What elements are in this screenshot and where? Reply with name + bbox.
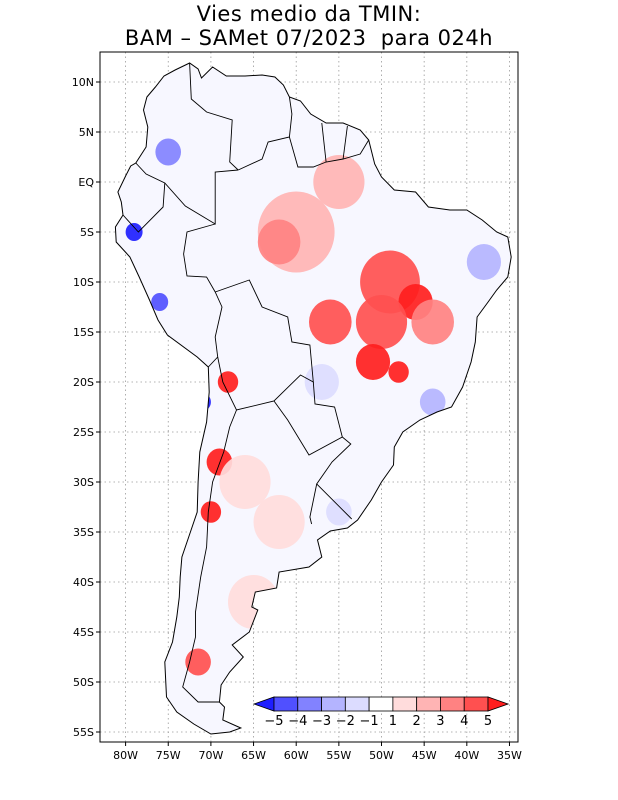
y-tick-label: 10N [72,76,94,89]
colorbar-label: 3 [436,714,444,729]
y-tick-label: 20S [73,376,94,389]
x-tick-label: 55W [326,749,351,762]
bias-patch [125,223,143,241]
country-border [183,223,223,368]
colorbar-label: −2 [336,714,355,729]
bias-patch [355,344,391,380]
bias-patch [466,244,501,280]
colorbar-label: −4 [288,714,307,729]
colorbar-label: 1 [389,714,397,729]
colorbar-segment [392,696,418,712]
y-tick-label: EQ [78,176,94,189]
y-tick-label: 10S [73,276,94,289]
x-tick-label: 35W [497,749,522,762]
colorbar-label: −3 [312,714,331,729]
colorbar-segment [416,696,441,712]
longitude-axis: 80W 75W 70W 65W 60W 55W 50W 45W 40W 35W [113,742,522,762]
y-tick-label: 25S [73,426,94,439]
bias-patch [155,138,181,166]
colorbar-segment [273,696,299,712]
bias-patch [355,295,408,349]
colorbar-segment [297,696,322,712]
y-tick-label: 5S [80,226,94,239]
country-border [342,125,348,160]
colorbar-segment [463,696,489,712]
country-border [309,483,318,525]
x-tick-label: 50W [369,749,394,762]
country-border [189,62,239,171]
country-border [316,436,353,520]
bias-patch [304,364,339,400]
colorbar-segment [321,696,346,712]
bias-patch [200,501,222,523]
x-tick-label: 40W [454,749,479,762]
y-tick-label: 50S [73,676,94,689]
x-tick-label: 75W [156,749,181,762]
map-frame [99,51,519,743]
chart-title: Vies medio da TMIN: BAM – SAMet 07/2023 … [0,2,618,50]
bias-patch [217,371,239,393]
title-line-2: BAM – SAMet 07/2023 para 024h [124,26,494,50]
country-border [122,182,166,233]
x-tick-label: 60W [284,749,309,762]
country-border [321,122,327,163]
south-america-landmass [115,63,512,734]
bias-patch [253,495,305,549]
bias-patch [257,219,301,265]
country-border [238,96,293,171]
colorbar-segment [344,696,370,712]
y-tick-label: 40S [73,576,94,589]
colorbar-arrow-right [487,696,510,712]
bias-patch [151,293,169,311]
title-line-1: Vies medio da TMIN: [196,2,422,26]
colorbar-label: −1 [360,714,379,729]
colorbar-label: 2 [413,714,421,729]
x-tick-label: 80W [113,749,138,762]
y-tick-label: 35S [73,526,94,539]
country-border [215,279,314,411]
bias-patch [185,648,211,676]
colorbar-label: 5 [484,714,492,729]
country-border [135,162,239,225]
bias-patch [326,498,352,526]
bias-patch [411,299,455,345]
colorbar-label: −5 [264,714,283,729]
x-tick-label: 45W [412,749,437,762]
y-tick-label: 15S [73,326,94,339]
bias-patch [309,299,352,345]
bias-patch [313,155,365,209]
colorbar: −5 −4 −3 −2 −1 1 2 3 4 5 [252,696,510,729]
bias-patch [388,361,409,383]
country-border [182,409,237,703]
colorbar-segment [368,696,394,712]
bias-patch [219,455,271,509]
country-borders [122,62,370,703]
latitude-axis: 10N 5N EQ 5S 10S 15S 20S 25S 30S 35S 40S 45S 50S 55S [72,76,100,739]
coastline [114,62,512,735]
y-tick-label: 5N [79,126,94,139]
y-tick-label: 55S [73,726,94,739]
x-tick-label: 70W [198,749,223,762]
y-tick-label: 30S [73,476,94,489]
bias-field [125,138,501,676]
y-tick-label: 45S [73,626,94,639]
colorbar-segment [440,696,465,712]
colorbar-label: 4 [460,714,468,729]
x-tick-label: 65W [241,749,266,762]
bias-patch [419,388,446,416]
